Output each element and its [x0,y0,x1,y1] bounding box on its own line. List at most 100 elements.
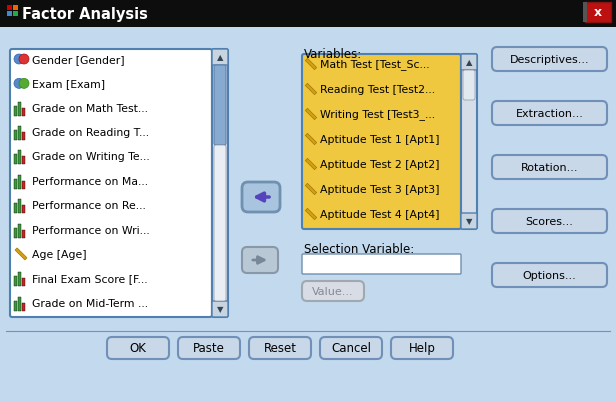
Polygon shape [306,209,317,220]
Text: Aptitude Test 3 [Apt3]: Aptitude Test 3 [Apt3] [320,184,439,194]
FancyBboxPatch shape [214,146,226,301]
Bar [7,6,12,11]
Bar [583,3,587,23]
Bar [585,3,611,23]
Text: Age [Age]: Age [Age] [32,249,87,259]
Bar [14,228,17,238]
Bar [14,204,17,214]
Text: Rotation...: Rotation... [521,162,578,172]
FancyBboxPatch shape [492,156,607,180]
Text: Help: Help [408,342,436,354]
Text: Aptitude Test 2 [Apt2]: Aptitude Test 2 [Apt2] [320,160,439,170]
Bar [18,200,21,214]
Bar [14,179,17,189]
Polygon shape [306,109,317,120]
Polygon shape [306,159,317,170]
Polygon shape [306,84,317,95]
Polygon shape [306,134,317,145]
Text: ▼: ▼ [217,305,223,314]
Text: Factor Analysis: Factor Analysis [22,6,148,21]
Bar [22,108,25,116]
FancyBboxPatch shape [492,263,607,287]
Bar [18,224,21,238]
FancyBboxPatch shape [461,55,477,71]
FancyBboxPatch shape [302,281,364,301]
Bar [22,181,25,189]
Text: ▼: ▼ [466,217,472,226]
Bar [22,157,25,165]
FancyBboxPatch shape [461,213,477,229]
Bar [22,206,25,214]
FancyBboxPatch shape [214,66,226,146]
FancyBboxPatch shape [463,71,475,101]
FancyBboxPatch shape [492,209,607,233]
Text: ▲: ▲ [217,53,223,62]
Bar [14,106,17,116]
Text: Gender [Gender]: Gender [Gender] [32,55,124,65]
Bar [18,151,21,165]
Bar [14,155,17,165]
Text: Grade on Math Test...: Grade on Math Test... [32,103,148,113]
FancyBboxPatch shape [107,337,169,359]
Text: Math Test [Test_Sc...: Math Test [Test_Sc... [320,59,429,70]
Text: Grade on Reading T...: Grade on Reading T... [32,128,149,138]
Text: Exam [Exam]: Exam [Exam] [32,79,105,89]
Polygon shape [15,248,27,260]
Bar [0,0,616,28]
Circle shape [19,55,29,65]
FancyBboxPatch shape [212,50,228,66]
Bar [22,303,25,311]
Bar [18,127,21,141]
Bar [22,279,25,287]
Bar [22,230,25,238]
Bar [18,297,21,311]
Polygon shape [306,184,317,195]
Text: Aptitude Test 4 [Apt4]: Aptitude Test 4 [Apt4] [320,209,439,219]
Text: Cancel: Cancel [331,342,371,354]
FancyBboxPatch shape [302,254,461,274]
FancyBboxPatch shape [212,301,228,317]
Text: Value...: Value... [312,286,354,296]
Bar [18,175,21,189]
FancyBboxPatch shape [178,337,240,359]
FancyBboxPatch shape [212,50,228,317]
Bar [14,131,17,141]
Bar [22,133,25,141]
Text: Scores...: Scores... [525,217,573,227]
Text: Final Exam Score [F...: Final Exam Score [F... [32,273,148,284]
Text: x: x [594,6,602,20]
Text: ▲: ▲ [466,59,472,67]
Bar [18,103,21,116]
FancyBboxPatch shape [320,337,382,359]
FancyBboxPatch shape [242,247,278,273]
Text: OK: OK [129,342,147,354]
Bar [14,301,17,311]
FancyBboxPatch shape [302,55,461,229]
Bar [18,273,21,287]
Text: Options...: Options... [522,270,577,280]
Text: Grade on Mid-Term ...: Grade on Mid-Term ... [32,298,148,308]
Text: Extraction...: Extraction... [516,109,583,119]
FancyBboxPatch shape [492,102,607,126]
Bar [14,277,17,287]
Text: Descriptives...: Descriptives... [509,55,590,65]
Text: Performance on Re...: Performance on Re... [32,200,146,211]
FancyBboxPatch shape [461,55,477,229]
Circle shape [19,79,29,89]
Text: Paste: Paste [193,342,225,354]
Text: Writing Test [Test3_...: Writing Test [Test3_... [320,109,435,120]
Circle shape [14,55,24,65]
Bar [13,12,18,17]
Text: Performance on Ma...: Performance on Ma... [32,176,148,186]
Text: Performance on Wri...: Performance on Wri... [32,225,150,235]
Circle shape [14,79,24,89]
FancyBboxPatch shape [492,48,607,72]
Text: Grade on Writing Te...: Grade on Writing Te... [32,152,150,162]
Text: Variables:: Variables: [304,49,362,61]
FancyBboxPatch shape [249,337,311,359]
Text: Reset: Reset [264,342,296,354]
FancyBboxPatch shape [10,50,212,317]
Polygon shape [306,59,317,71]
Text: Reading Test [Test2...: Reading Test [Test2... [320,85,435,95]
FancyBboxPatch shape [391,337,453,359]
